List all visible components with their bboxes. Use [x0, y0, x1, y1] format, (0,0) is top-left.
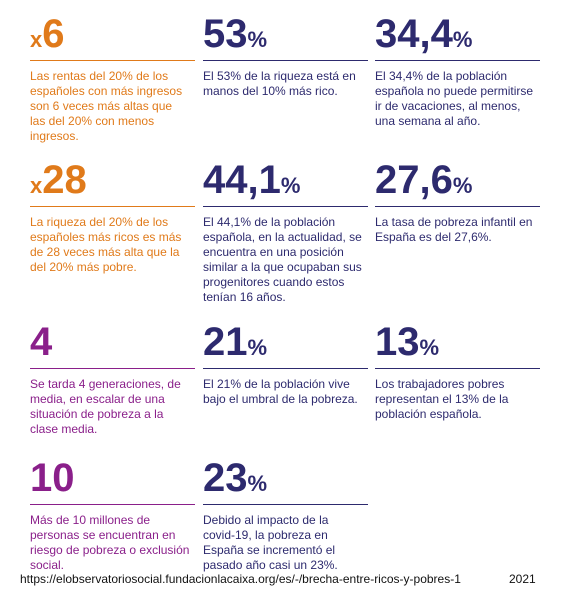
stat-card: x6 Las rentas del 20% de los españoles co… — [30, 14, 195, 144]
stat-figure: 21% — [203, 322, 368, 369]
stat-card: 13% Los trabajadores pobres representan e… — [375, 322, 540, 422]
stat-number: 4 — [30, 320, 53, 364]
stat-description: El 44,1% de la población española, en la… — [203, 215, 362, 304]
stat-card: 27,6% La tasa de pobreza infantil en Espa… — [375, 160, 540, 245]
stat-card: 34,4% El 34,4% de la población española n… — [375, 14, 540, 129]
stat-card: 4 Se tarda 4 generaciones, de media, en e… — [30, 322, 195, 437]
stat-suffix: % — [452, 173, 473, 198]
stat-description: El 53% de la riqueza está en manos del 1… — [203, 69, 356, 98]
stat-description: El 21% de la población vive bajo el umbr… — [203, 377, 358, 406]
stat-number: 27,6 — [375, 158, 453, 202]
stat-figure: 34,4% — [375, 14, 540, 61]
stat-description: Debido al impacto de la covid-19, la pob… — [203, 513, 338, 572]
stat-card: 21% El 21% de la población vive bajo el u… — [203, 322, 368, 407]
stat-number: 21 — [203, 320, 248, 364]
stat-suffix: % — [280, 173, 301, 198]
stat-suffix: % — [419, 335, 440, 360]
stat-description: Más de 10 millones de personas se encuen… — [30, 513, 190, 572]
stat-description: La riqueza del 20% de los españoles más … — [30, 215, 182, 274]
stat-number: 53 — [203, 12, 248, 56]
stat-figure: 4 — [30, 322, 195, 369]
stat-suffix: % — [247, 27, 268, 52]
stat-description: El 34,4% de la población española no pue… — [375, 69, 534, 128]
stat-figure: 27,6% — [375, 160, 540, 207]
stat-prefix: x — [30, 173, 43, 198]
stat-card: 10 Más de 10 millones de personas se encu… — [30, 458, 195, 573]
stat-figure: 10 — [30, 458, 195, 505]
stat-number: 6 — [42, 12, 65, 56]
stat-description: Los trabajadores pobres representan el 1… — [375, 377, 509, 421]
stat-figure: x28 — [30, 160, 195, 207]
stat-description: Las rentas del 20% de los españoles con … — [30, 69, 183, 143]
source-url: https://elobservatoriosocial.fundacionla… — [20, 572, 461, 586]
stat-card: 44,1% El 44,1% de la población española, … — [203, 160, 368, 305]
stat-number: 10 — [30, 456, 75, 500]
stat-suffix: % — [247, 335, 268, 360]
stat-card: 53% El 53% de la riqueza está en manos de… — [203, 14, 368, 99]
stat-number: 44,1 — [203, 158, 281, 202]
stat-number: 13 — [375, 320, 420, 364]
stat-figure: 44,1% — [203, 160, 368, 207]
stat-description: Se tarda 4 generaciones, de media, en es… — [30, 377, 181, 436]
stat-figure: 53% — [203, 14, 368, 61]
year: 2021 — [509, 572, 536, 586]
stat-number: 34,4 — [375, 12, 453, 56]
stat-description: La tasa de pobreza infantil en España es… — [375, 215, 533, 244]
stat-suffix: % — [247, 471, 268, 496]
stat-card: x28 La riqueza del 20% de los españoles m… — [30, 160, 195, 275]
stat-number: 28 — [42, 158, 87, 202]
stat-suffix: % — [452, 27, 473, 52]
stat-figure: 13% — [375, 322, 540, 369]
stat-prefix: x — [30, 27, 43, 52]
stat-card: 23% Debido al impacto de la covid-19, la … — [203, 458, 368, 573]
stat-figure: x6 — [30, 14, 195, 61]
stat-number: 23 — [203, 456, 248, 500]
stat-figure: 23% — [203, 458, 368, 505]
